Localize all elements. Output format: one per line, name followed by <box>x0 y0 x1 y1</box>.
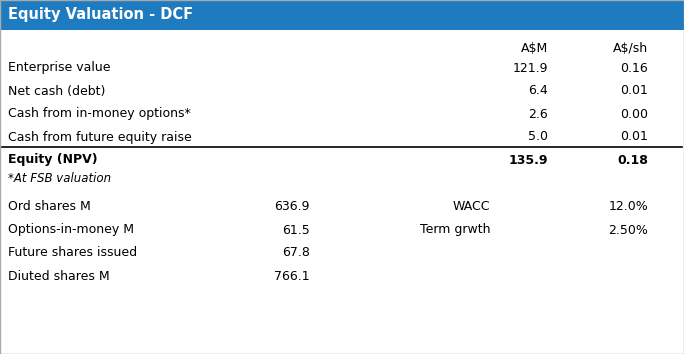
Text: 6.4: 6.4 <box>528 85 548 97</box>
Text: Net cash (debt): Net cash (debt) <box>8 85 105 97</box>
Text: 135.9: 135.9 <box>508 154 548 166</box>
Text: Equity Valuation - DCF: Equity Valuation - DCF <box>8 7 193 23</box>
Text: 2.50%: 2.50% <box>608 223 648 236</box>
Text: *At FSB valuation: *At FSB valuation <box>8 172 111 185</box>
Text: Ord shares M: Ord shares M <box>8 200 91 213</box>
Text: Options-in-money M: Options-in-money M <box>8 223 134 236</box>
Text: 61.5: 61.5 <box>282 223 310 236</box>
Text: 2.6: 2.6 <box>528 108 548 120</box>
Text: A$/sh: A$/sh <box>613 41 648 55</box>
Text: A$M: A$M <box>521 41 548 55</box>
Text: 0.01: 0.01 <box>620 131 648 143</box>
Text: Diuted shares M: Diuted shares M <box>8 269 109 282</box>
Text: 67.8: 67.8 <box>282 246 310 259</box>
Text: 5.0: 5.0 <box>528 131 548 143</box>
Text: Cash from in-money options*: Cash from in-money options* <box>8 108 191 120</box>
Text: Enterprise value: Enterprise value <box>8 62 111 74</box>
Text: 12.0%: 12.0% <box>608 200 648 213</box>
Text: Future shares issued: Future shares issued <box>8 246 137 259</box>
Text: Cash from future equity raise: Cash from future equity raise <box>8 131 192 143</box>
Text: WACC: WACC <box>453 200 490 213</box>
Text: 0.01: 0.01 <box>620 85 648 97</box>
Text: 0.00: 0.00 <box>620 108 648 120</box>
Text: Term grwth: Term grwth <box>419 223 490 236</box>
Text: Equity (NPV): Equity (NPV) <box>8 154 98 166</box>
Text: 766.1: 766.1 <box>274 269 310 282</box>
Text: 0.16: 0.16 <box>620 62 648 74</box>
Text: 121.9: 121.9 <box>512 62 548 74</box>
Text: 0.18: 0.18 <box>617 154 648 166</box>
FancyBboxPatch shape <box>0 0 684 30</box>
Text: 636.9: 636.9 <box>274 200 310 213</box>
